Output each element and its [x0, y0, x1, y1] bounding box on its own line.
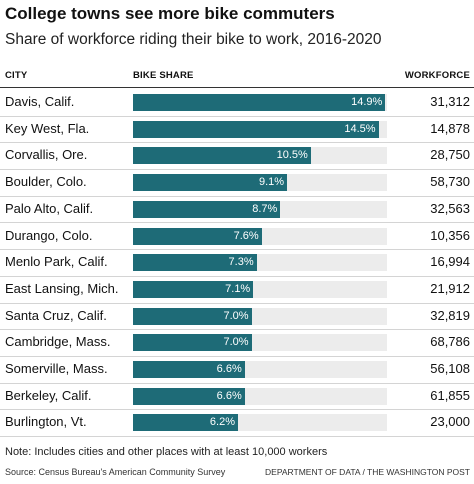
city-label: Berkeley, Calif.: [5, 387, 92, 403]
table-row: Corvallis, Ore. 10.5% 28,750: [0, 143, 474, 171]
bar-track: 14.5%: [133, 120, 387, 138]
bar-track: 10.5%: [133, 147, 387, 165]
city-label: Durango, Colo.: [5, 227, 93, 243]
workforce-value: 32,819: [430, 307, 470, 323]
table-row: Santa Cruz, Calif. 7.0% 32,819: [0, 304, 474, 331]
chart-credit: DEPARTMENT OF DATA / THE WASHINGTON POST: [265, 467, 470, 477]
bar-value-label: 14.9%: [351, 96, 383, 108]
workforce-value: 32,563: [430, 200, 470, 216]
bar: 14.5%: [133, 120, 379, 138]
table-row: Key West, Fla. 14.5% 14,878: [0, 117, 474, 144]
city-label: East Lansing, Mich.: [5, 280, 119, 296]
workforce-value: 21,912: [430, 280, 470, 296]
bar-value-label: 7.6%: [233, 229, 259, 242]
table-row: Burlington, Vt. 6.2% 23,000: [0, 410, 474, 438]
bar-value-label: 7.0%: [223, 309, 249, 322]
workforce-value: 61,855: [430, 387, 470, 403]
bar-value-label: 9.1%: [259, 176, 285, 189]
city-label: Davis, Calif.: [5, 94, 75, 109]
table-row: Durango, Colo. 7.6% 10,356: [0, 224, 474, 251]
chart-source: Source: Census Bureau's American Communi…: [5, 467, 226, 477]
bar: 7.0%: [133, 307, 252, 325]
bar-track: 6.2%: [133, 414, 387, 432]
bar-track: 7.1%: [133, 280, 387, 298]
table-row: Boulder, Colo. 9.1% 58,730: [0, 170, 474, 197]
city-label: Menlo Park, Calif.: [5, 254, 108, 270]
bar-track: 8.7%: [133, 200, 387, 218]
bar: 7.1%: [133, 280, 254, 298]
column-header-city: CITY: [5, 70, 28, 81]
city-label: Santa Cruz, Calif.: [5, 307, 107, 323]
workforce-value: 58,730: [430, 174, 470, 190]
table-row: East Lansing, Mich. 7.1% 21,912: [0, 277, 474, 304]
bar-value-label: 7.3%: [228, 256, 254, 269]
city-label: Somerville, Mass.: [5, 361, 108, 376]
bar: 6.6%: [133, 387, 245, 405]
bar: 6.2%: [133, 414, 238, 432]
chart-note: Note: Includes cities and other places w…: [5, 446, 328, 458]
bar-value-label: 7.1%: [225, 282, 251, 295]
workforce-value: 23,000: [430, 414, 470, 430]
workforce-value: 14,878: [430, 120, 470, 136]
bar: 14.9%: [133, 94, 386, 111]
bar-value-label: 6.6%: [216, 363, 242, 375]
table-row: Somerville, Mass. 6.6% 56,108: [0, 357, 474, 384]
bar: 7.0%: [133, 334, 252, 352]
column-header-bike-share: BIKE SHARE: [133, 70, 194, 81]
bar-value-label: 8.7%: [252, 202, 278, 215]
bar-value-label: 14.5%: [344, 122, 376, 135]
table-row: Cambridge, Mass. 7.0% 68,786: [0, 330, 474, 357]
table-row: Davis, Calif. 14.9% 31,312: [0, 90, 474, 117]
workforce-value: 56,108: [430, 361, 470, 376]
bar: 9.1%: [133, 174, 288, 192]
bar: 6.6%: [133, 361, 245, 378]
bar: 10.5%: [133, 147, 311, 165]
city-label: Cambridge, Mass.: [5, 334, 111, 350]
workforce-value: 16,994: [430, 254, 470, 270]
column-header-workforce: WORKFORCE: [404, 70, 470, 81]
workforce-value: 10,356: [430, 227, 470, 243]
bar: 7.6%: [133, 227, 262, 245]
bar-track: 7.6%: [133, 227, 387, 245]
bar-track: 7.0%: [133, 334, 387, 352]
bar-value-label: 6.2%: [209, 416, 235, 429]
bar-track: 7.0%: [133, 307, 387, 325]
bar-track: 7.3%: [133, 254, 387, 272]
bar-value-label: 7.0%: [223, 336, 249, 349]
table-row: Palo Alto, Calif. 8.7% 32,563: [0, 197, 474, 224]
city-label: Corvallis, Ore.: [5, 147, 88, 163]
bar-value-label: 6.6%: [216, 389, 242, 402]
bar: 7.3%: [133, 254, 257, 272]
chart-subtitle: Share of workforce riding their bike to …: [5, 31, 382, 48]
header-divider: [0, 87, 474, 88]
city-label: Palo Alto, Calif.: [5, 200, 94, 216]
city-label: Burlington, Vt.: [5, 414, 87, 430]
bar-track: 6.6%: [133, 387, 387, 405]
bar-value-label: 10.5%: [276, 149, 308, 162]
table-row: Menlo Park, Calif. 7.3% 16,994: [0, 250, 474, 277]
workforce-value: 31,312: [430, 94, 470, 109]
city-label: Boulder, Colo.: [5, 174, 87, 190]
bar-track: 14.9%: [133, 94, 387, 111]
table-row: Berkeley, Calif. 6.6% 61,855: [0, 384, 474, 411]
city-label: Key West, Fla.: [5, 120, 90, 136]
chart-title: College towns see more bike commuters: [5, 4, 335, 23]
workforce-value: 28,750: [430, 147, 470, 163]
bar: 8.7%: [133, 200, 281, 218]
bar-track: 6.6%: [133, 361, 387, 378]
bar-track: 9.1%: [133, 174, 387, 192]
workforce-value: 68,786: [430, 334, 470, 350]
